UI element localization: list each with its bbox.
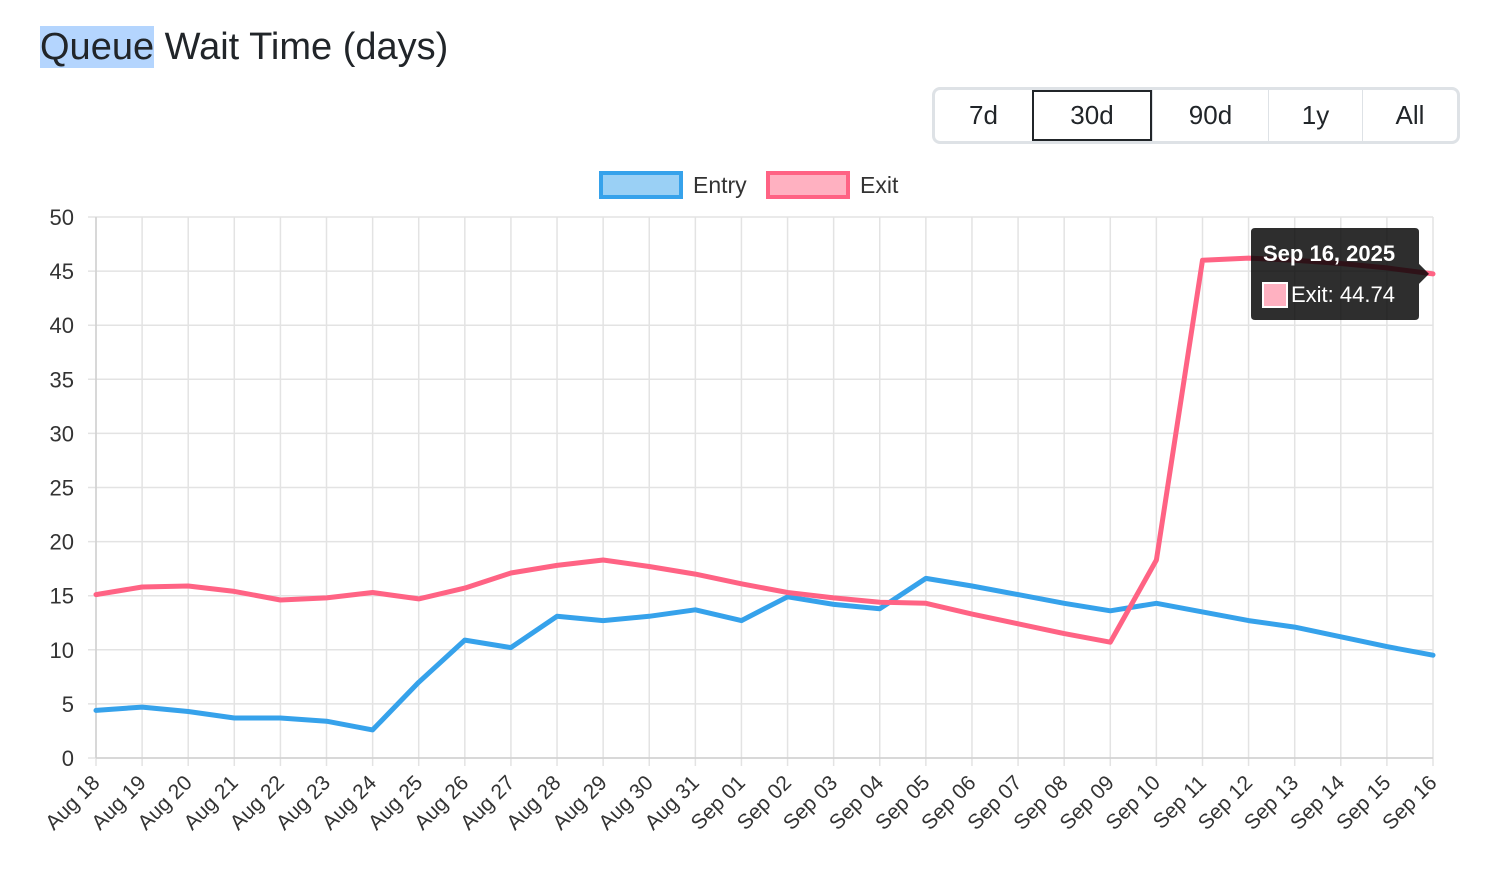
- range-button-all[interactable]: All: [1362, 90, 1457, 141]
- data-point-entry[interactable]: [555, 614, 560, 619]
- data-point-exit[interactable]: [1016, 621, 1021, 626]
- data-point-exit[interactable]: [647, 564, 652, 569]
- chart-grid: [88, 216, 1434, 766]
- data-point-exit[interactable]: [1200, 258, 1205, 263]
- tooltip-box: [1251, 228, 1429, 320]
- y-tick-label: 35: [50, 367, 74, 392]
- data-point-entry[interactable]: [1384, 644, 1389, 649]
- data-point-exit[interactable]: [785, 590, 790, 595]
- data-point-entry[interactable]: [186, 709, 191, 714]
- range-button-7d[interactable]: 7d: [969, 100, 998, 130]
- range-button-90d[interactable]: 90d: [1152, 90, 1268, 141]
- data-point-exit[interactable]: [877, 600, 882, 605]
- data-point-entry[interactable]: [647, 614, 652, 619]
- data-point-exit[interactable]: [1246, 256, 1251, 261]
- y-axis-ticks: 0 5 10 15 20 25 30 35 40 45 50: [50, 205, 74, 771]
- data-point-entry[interactable]: [1200, 609, 1205, 614]
- page-title-highlighted-word: Queue: [40, 26, 155, 68]
- data-point-entry[interactable]: [739, 618, 744, 623]
- y-tick-label: 15: [50, 584, 74, 609]
- data-point-entry[interactable]: [232, 715, 237, 720]
- data-point-exit[interactable]: [693, 572, 698, 577]
- legend-label-entry[interactable]: Entry: [693, 172, 747, 198]
- page-title-rest: Wait Time (days): [154, 26, 449, 68]
- y-tick-label: 0: [62, 746, 74, 771]
- legend-swatch-entry[interactable]: [599, 171, 683, 199]
- data-point-entry[interactable]: [831, 602, 836, 607]
- data-point-entry[interactable]: [416, 680, 421, 685]
- y-tick-label: 10: [50, 638, 74, 663]
- data-point-entry[interactable]: [140, 705, 145, 710]
- data-point-entry[interactable]: [877, 606, 882, 611]
- data-point-entry[interactable]: [1016, 592, 1021, 597]
- data-point-exit[interactable]: [462, 586, 467, 591]
- data-point-exit[interactable]: [601, 557, 606, 562]
- tooltip-swatch: [1262, 282, 1288, 308]
- series-line-entry[interactable]: [93, 575, 1436, 733]
- y-tick-label: 20: [50, 530, 74, 555]
- data-point-entry[interactable]: [785, 594, 790, 599]
- data-point-entry[interactable]: [693, 607, 698, 612]
- data-point-exit[interactable]: [739, 581, 744, 586]
- data-point-entry[interactable]: [1062, 601, 1067, 606]
- range-button-30d[interactable]: 30d: [1032, 90, 1152, 141]
- data-point-entry[interactable]: [370, 727, 375, 732]
- data-point-entry[interactable]: [1338, 634, 1343, 639]
- y-tick-label: 25: [50, 476, 74, 501]
- data-point-exit[interactable]: [831, 595, 836, 600]
- y-tick-label: 40: [50, 313, 74, 338]
- data-point-entry[interactable]: [1246, 618, 1251, 623]
- data-point-exit[interactable]: [324, 595, 329, 600]
- data-point-exit[interactable]: [370, 590, 375, 595]
- data-point-entry[interactable]: [1108, 608, 1113, 613]
- y-tick-label: 50: [50, 205, 74, 230]
- data-point-entry[interactable]: [923, 576, 928, 581]
- chart-series: [93, 255, 1436, 733]
- data-point-exit[interactable]: [1431, 271, 1435, 276]
- legend-swatch-exit[interactable]: [766, 171, 850, 199]
- data-point-exit[interactable]: [1062, 631, 1067, 636]
- data-point-entry[interactable]: [278, 715, 283, 720]
- data-point-exit[interactable]: [508, 570, 513, 575]
- data-point-entry[interactable]: [1431, 653, 1435, 658]
- y-tick-label: 5: [62, 692, 74, 717]
- y-tick-label: 45: [50, 259, 74, 284]
- page-title: Queue Wait Time (days): [40, 22, 448, 72]
- data-point-exit[interactable]: [1108, 640, 1113, 645]
- data-point-exit[interactable]: [923, 601, 928, 606]
- data-point-entry[interactable]: [1154, 601, 1159, 606]
- data-point-exit[interactable]: [278, 598, 283, 603]
- data-point-exit[interactable]: [416, 596, 421, 601]
- range-button-1y[interactable]: 1y: [1268, 90, 1362, 141]
- data-point-exit[interactable]: [1154, 557, 1159, 562]
- y-tick-label: 30: [50, 421, 74, 446]
- data-point-exit[interactable]: [969, 612, 974, 617]
- tooltip-title: Sep 16, 2025: [1263, 241, 1395, 266]
- data-point-entry[interactable]: [969, 583, 974, 588]
- chart-legend: Entry Exit: [599, 171, 899, 199]
- chart-tooltip: Sep 16, 2025 Exit: 44.74: [1251, 228, 1429, 320]
- data-point-entry[interactable]: [508, 645, 513, 650]
- series-line-exit[interactable]: [93, 255, 1436, 645]
- data-point-exit[interactable]: [186, 583, 191, 588]
- data-point-exit[interactable]: [94, 592, 98, 597]
- data-point-exit[interactable]: [232, 589, 237, 594]
- time-range-button-group: 7d 30d 90d 1y All: [932, 87, 1460, 144]
- data-point-entry[interactable]: [1292, 625, 1297, 630]
- data-point-entry[interactable]: [601, 618, 606, 623]
- data-point-entry[interactable]: [94, 708, 98, 713]
- tooltip-label: Exit: 44.74: [1291, 282, 1395, 307]
- data-point-entry[interactable]: [462, 638, 467, 643]
- data-point-entry[interactable]: [324, 719, 329, 724]
- data-point-exit[interactable]: [555, 563, 560, 568]
- data-point-exit[interactable]: [140, 585, 145, 590]
- legend-label-exit[interactable]: Exit: [860, 172, 899, 198]
